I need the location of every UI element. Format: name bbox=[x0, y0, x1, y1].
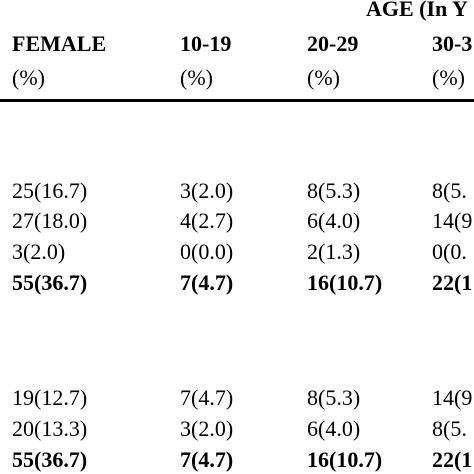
cell-female: 25(16.7) bbox=[12, 178, 88, 203]
cell-30-39: 14(9 bbox=[432, 208, 473, 233]
cell-female: 20(13.3) bbox=[12, 416, 88, 441]
cell-20-29: 8(5.3) bbox=[307, 385, 361, 410]
cell-20-29: 6(4.0) bbox=[307, 416, 361, 441]
cell-20-29: 2(1.3) bbox=[307, 239, 361, 264]
column-unit-20-29: (%) bbox=[307, 65, 340, 90]
cell-10-19: 4(2.7) bbox=[180, 208, 234, 233]
column-header-20-29: 20-29 bbox=[307, 31, 359, 56]
total-20-29: 16(10.7) bbox=[307, 270, 383, 295]
column-header-female: FEMALE bbox=[12, 31, 107, 56]
cell-female: 19(12.7) bbox=[12, 385, 88, 410]
total-female: 55(36.7) bbox=[12, 270, 88, 295]
cell-10-19: 3(2.0) bbox=[180, 178, 234, 203]
cell-30-39: 8(5. bbox=[432, 416, 467, 441]
cell-30-39: 8(5. bbox=[432, 178, 467, 203]
total-20-29: 16(10.7) bbox=[307, 447, 383, 472]
cell-female: 3(2.0) bbox=[12, 239, 66, 264]
total-30-39: 22(1 bbox=[432, 270, 473, 295]
cell-20-29: 6(4.0) bbox=[307, 208, 361, 233]
cell-30-39: 0(0. bbox=[432, 239, 467, 264]
cell-30-39: 14(9 bbox=[432, 385, 473, 410]
column-unit-10-19: (%) bbox=[180, 65, 213, 90]
cell-female: 27(18.0) bbox=[12, 208, 88, 233]
column-unit-female: (%) bbox=[12, 65, 45, 90]
header-rule bbox=[0, 99, 474, 102]
age-group-header: AGE (In Y bbox=[366, 0, 468, 21]
column-unit-30-39: (%) bbox=[432, 65, 465, 90]
cell-10-19: 0(0.0) bbox=[180, 239, 234, 264]
column-header-10-19: 10-19 bbox=[180, 31, 232, 56]
cell-10-19: 3(2.0) bbox=[180, 416, 234, 441]
cell-10-19: 7(4.7) bbox=[180, 385, 234, 410]
total-30-39: 22(1 bbox=[432, 447, 473, 472]
total-10-19: 7(4.7) bbox=[180, 270, 234, 295]
column-header-30-39: 30-3 bbox=[432, 31, 473, 56]
total-10-19: 7(4.7) bbox=[180, 447, 234, 472]
total-female: 55(36.7) bbox=[12, 447, 88, 472]
cell-20-29: 8(5.3) bbox=[307, 178, 361, 203]
